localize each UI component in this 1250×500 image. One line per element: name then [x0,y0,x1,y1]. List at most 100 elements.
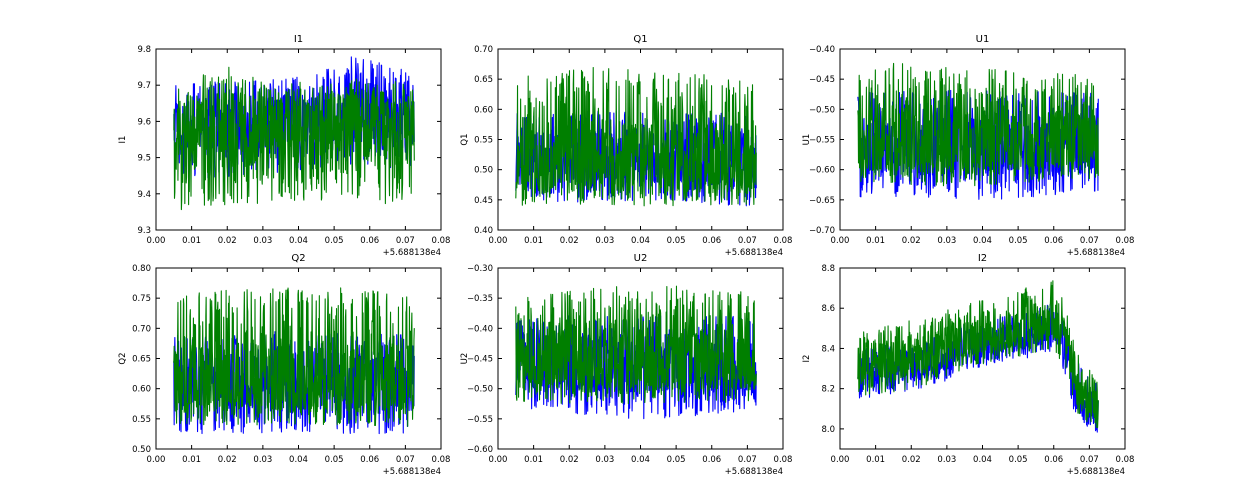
subplot-title: I2 [978,253,987,264]
x-tick-label: 0.06 [702,236,721,246]
x-tick-label: 0.03 [253,236,272,246]
y-tick-label: 0.75 [132,294,151,304]
y-tick-label: 0.55 [474,136,493,146]
x-offset-label: +5.688138e4 [383,467,441,477]
x-tick-label: 0.01 [524,455,543,465]
x-tick-label: 0.08 [432,236,451,246]
x-tick-label: 0.01 [182,455,201,465]
x-tick-label: 0.02 [218,236,237,246]
y-tick-label: 8.4 [821,344,835,354]
x-tick-label: 0.05 [1009,236,1028,246]
x-tick-label: 0.06 [360,455,379,465]
subplot-title: U1 [976,34,990,45]
x-tick-label: 0.01 [866,236,885,246]
x-tick-label: 0.04 [289,236,308,246]
x-tick-label: 0.03 [253,455,272,465]
y-tick-label: 9.7 [137,81,151,91]
x-tick-label: 0.01 [524,236,543,246]
y-axis-label: Q2 [118,352,128,364]
x-tick-label: 0.02 [218,455,237,465]
x-tick-label: 0.06 [1044,455,1063,465]
x-tick-label: 0.02 [560,455,579,465]
y-axis-label: I2 [802,355,812,363]
u1-series-green-line [857,62,1099,187]
x-tick-label: 0.04 [631,236,650,246]
y-tick-label: 0.65 [132,355,151,365]
x-tick-label: 0.07 [396,455,415,465]
x-offset-label: +5.688138e4 [1067,467,1125,477]
y-tick-label: −0.55 [809,136,835,146]
x-offset-label: +5.688138e4 [725,248,783,258]
x-tick-label: 0.01 [866,455,885,465]
y-tick-label: −0.70 [809,226,835,236]
subplot-title: I1 [294,34,303,45]
y-tick-label: 0.60 [474,105,493,115]
y-tick-label: 0.55 [132,415,151,425]
y-tick-label: 8.0 [821,425,835,435]
x-tick-label: 0.03 [595,455,614,465]
x-tick-label: 0.07 [738,236,757,246]
x-tick-label: 0.05 [667,455,686,465]
y-tick-label: −0.35 [467,294,493,304]
x-tick-label: 0.03 [937,455,956,465]
y-axis-label: I1 [118,136,128,144]
y-tick-label: −0.50 [809,105,835,115]
x-tick-label: 0.00 [147,455,166,465]
y-tick-label: 9.5 [137,154,151,164]
y-tick-label: 0.50 [132,445,151,455]
subplot-title: Q1 [633,34,647,45]
y-tick-label: 9.4 [137,190,151,200]
y-tick-label: −0.60 [467,445,493,455]
y-tick-label: 0.70 [474,45,493,55]
y-tick-label: −0.45 [467,355,493,365]
subplot-title: U2 [634,253,648,264]
x-tick-label: 0.00 [831,236,850,246]
y-tick-label: 8.8 [821,264,835,274]
subplot-q1: 0.00 0.01 0.02 0.03 0.04 0.05 0.06 0.07 0.08 0.40… [460,34,792,258]
q1-series-green-line [515,66,757,207]
y-tick-label: 0.45 [474,196,493,206]
y-tick-label: 9.6 [137,117,151,127]
subplot-title: Q2 [291,253,305,264]
x-tick-label: 0.05 [325,455,344,465]
x-tick-label: 0.08 [432,455,451,465]
subplot-u1: 0.00 0.01 0.02 0.03 0.04 0.05 0.06 0.07 0.08 −0.7… [802,34,1134,258]
y-tick-label: −0.40 [809,45,835,55]
x-tick-label: 0.05 [325,236,344,246]
x-tick-label: 0.02 [902,236,921,246]
y-tick-label: 0.65 [474,75,493,85]
x-tick-label: 0.07 [738,455,757,465]
subplot-i2: 0.00 0.01 0.02 0.03 0.04 0.05 0.06 0.07 0.08 8.0 8… [802,253,1134,477]
y-axis-label: Q1 [460,133,470,145]
x-tick-label: 0.05 [1009,455,1028,465]
x-offset-label: +5.688138e4 [1067,248,1125,258]
y-tick-label: 8.6 [821,304,835,314]
y-tick-label: −0.40 [467,324,493,334]
x-tick-label: 0.00 [831,455,850,465]
subplot-q2: 0.00 0.01 0.02 0.03 0.04 0.05 0.06 0.07 0.08 0.50… [118,253,450,477]
y-tick-label: −0.65 [809,196,835,206]
x-tick-label: 0.07 [396,236,415,246]
u2-series-green-line [515,285,757,405]
y-tick-label: 0.40 [474,226,493,236]
y-tick-label: −0.55 [467,415,493,425]
subplot-i1: 0.00 0.01 0.02 0.03 0.04 0.05 0.06 0.07 0.08 9.3 9… [118,34,450,258]
x-tick-label: 0.04 [631,455,650,465]
x-tick-label: 0.01 [182,236,201,246]
x-tick-label: 0.02 [560,236,579,246]
y-tick-label: 9.8 [137,45,151,55]
y-tick-label: 0.80 [132,264,151,274]
y-tick-label: −0.50 [467,385,493,395]
x-tick-label: 0.07 [1080,236,1099,246]
x-tick-label: 0.08 [774,236,793,246]
q2-series-green-line [173,287,415,427]
i2-series-green-line [857,280,1099,429]
y-tick-label: −0.30 [467,264,493,274]
x-tick-label: 0.03 [595,236,614,246]
y-tick-label: −0.45 [809,75,835,85]
y-tick-label: 0.60 [132,385,151,395]
x-tick-label: 0.06 [360,236,379,246]
x-tick-label: 0.02 [902,455,921,465]
x-tick-label: 0.08 [1116,455,1135,465]
